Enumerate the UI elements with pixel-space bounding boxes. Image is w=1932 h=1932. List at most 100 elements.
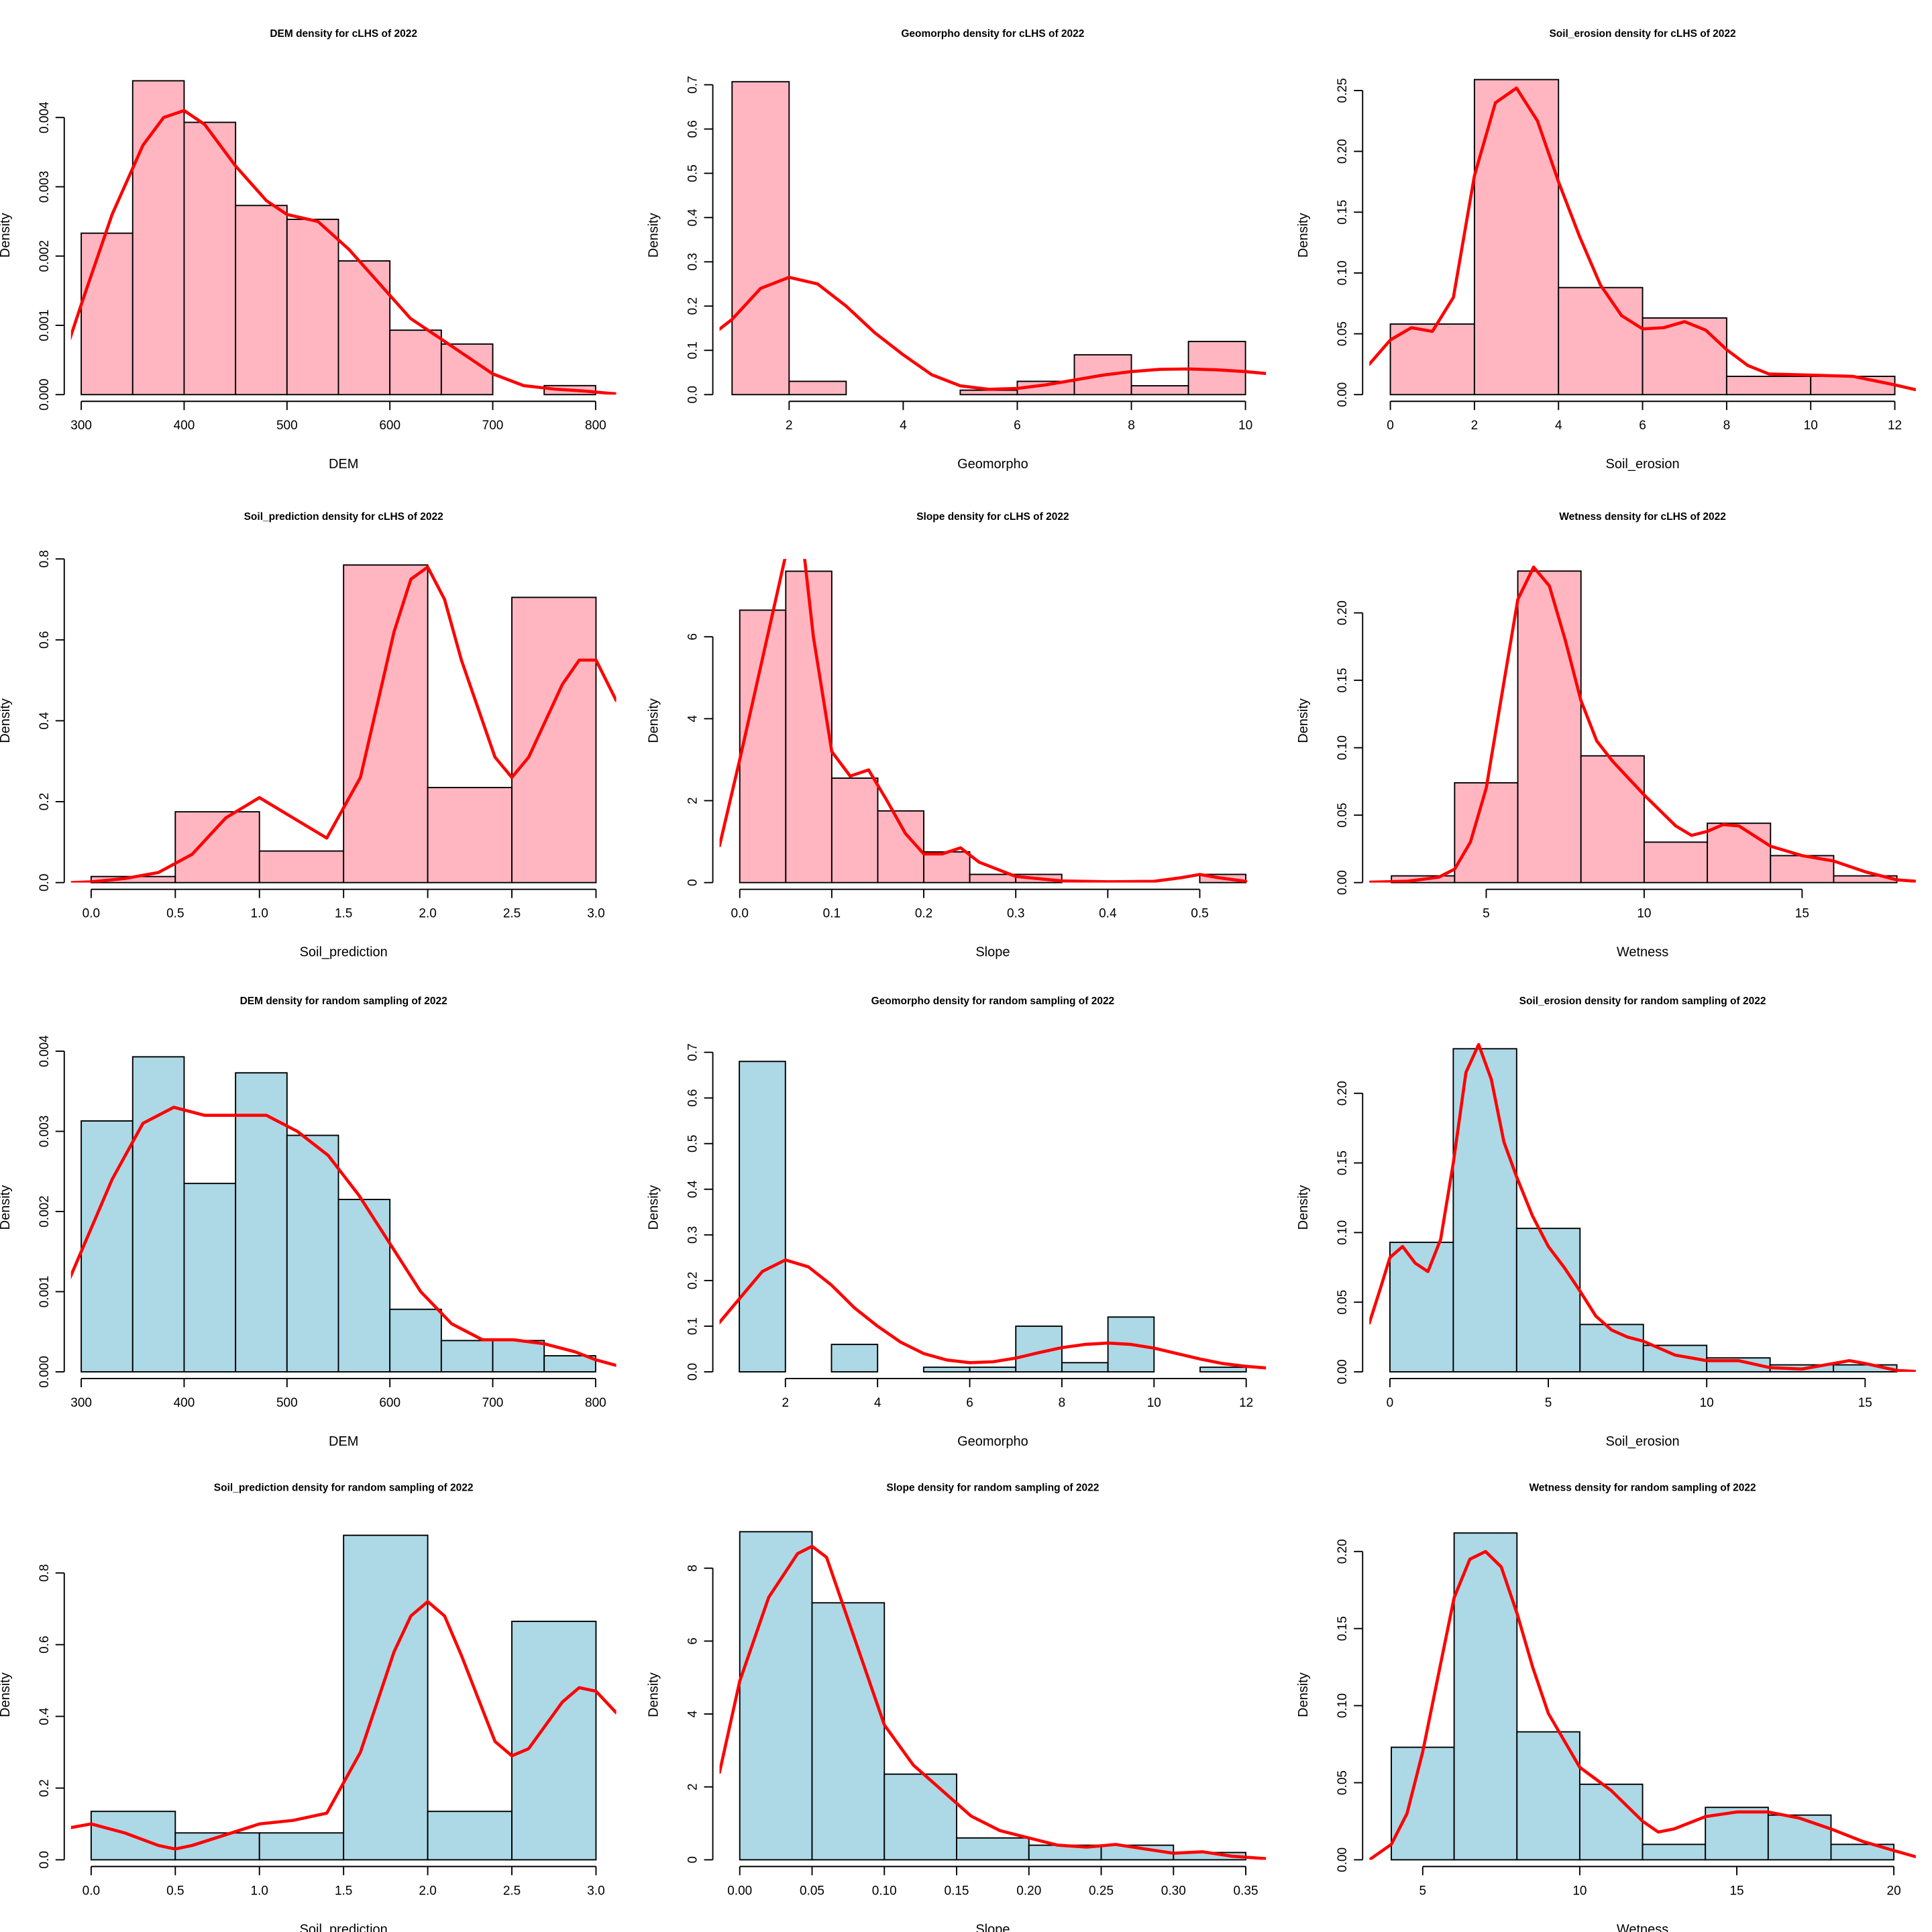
x-tick-label: 10 bbox=[1637, 907, 1651, 921]
x-tick-label: 500 bbox=[276, 419, 298, 433]
histogram-bar bbox=[1517, 570, 1582, 883]
x-tick-label: 2 bbox=[786, 419, 793, 433]
y-tick-label: 0.4 bbox=[686, 1180, 700, 1198]
y-tick-label: 0.6 bbox=[686, 120, 700, 138]
y-tick-label: 0.004 bbox=[38, 101, 52, 133]
x-tick-label: 10 bbox=[1238, 419, 1252, 433]
y-tick-label: 0.3 bbox=[686, 253, 700, 270]
x-tick-label: 0.15 bbox=[945, 1884, 969, 1898]
y-tick-label: 0.8 bbox=[38, 1564, 52, 1582]
y-tick-label: 0.0 bbox=[38, 1851, 52, 1868]
x-tick-label: 3.0 bbox=[587, 907, 604, 921]
x-tick-label: 0.2 bbox=[915, 907, 932, 921]
histogram-bar bbox=[235, 205, 288, 396]
x-tick-label: 0.10 bbox=[872, 1884, 897, 1898]
y-tick-label: 0.10 bbox=[1336, 735, 1350, 760]
y-tick-label: 0.15 bbox=[1336, 1150, 1350, 1175]
y-tick-label: 0.4 bbox=[38, 1707, 52, 1725]
histogram-bar bbox=[1642, 317, 1727, 396]
panel-title: Soil_erosion density for random sampling… bbox=[1519, 996, 1766, 1007]
x-tick-label: 0.3 bbox=[1007, 907, 1024, 921]
x-axis: 0.0 0.5 1.0 1.5 2.0 2.5 3.0 Soil_prediction bbox=[83, 1866, 605, 1932]
histogram-bar bbox=[337, 260, 391, 396]
y-tick-label: 0.1 bbox=[686, 341, 700, 359]
panel-title: Wetness density for cLHS of 2022 bbox=[1559, 511, 1726, 523]
x-axis: 2 4 6 8 10 12 Geomorpho bbox=[782, 1377, 1253, 1449]
y-tick-label: 0.10 bbox=[1336, 260, 1350, 285]
histogram-bar bbox=[1130, 385, 1189, 396]
x-axis-label: Soil_erosion bbox=[1606, 457, 1680, 472]
x-tick-label: 10 bbox=[1804, 419, 1818, 433]
histogram-bar bbox=[511, 1620, 597, 1861]
y-tick-label: 0.002 bbox=[38, 1195, 52, 1228]
y-tick-label: 0.004 bbox=[38, 1035, 52, 1067]
x-tick-label: 6 bbox=[1639, 419, 1646, 433]
y-axis: 0.00 0.05 0.10 0.15 0.20 0.25 Density bbox=[1296, 78, 1364, 407]
x-tick-label: 700 bbox=[482, 1396, 504, 1410]
panel-title: Slope density for cLHS of 2022 bbox=[916, 511, 1069, 523]
histogram-bar bbox=[389, 329, 442, 396]
histogram-bar bbox=[1642, 1843, 1707, 1861]
x-tick-label: 800 bbox=[585, 419, 606, 433]
y-tick-label: 0.7 bbox=[686, 1043, 700, 1061]
x-tick-label: 1.5 bbox=[335, 907, 352, 921]
y-tick-label: 0.20 bbox=[1336, 1539, 1350, 1564]
y-tick-label: 0.001 bbox=[38, 1276, 52, 1308]
panel-title: Geomorpho density for cLHS of 2022 bbox=[901, 28, 1084, 40]
histogram-bar bbox=[427, 1811, 513, 1861]
histogram-bar bbox=[922, 1366, 971, 1373]
x-tick-label: 400 bbox=[174, 419, 195, 433]
density-curve bbox=[70, 1106, 616, 1367]
x-tick-label: 0.1 bbox=[823, 907, 841, 921]
x-tick-label: 15 bbox=[1858, 1396, 1872, 1410]
histogram-panel: Soil_prediction density for cLHS of 2022… bbox=[0, 511, 616, 960]
y-tick-label: 0.05 bbox=[1336, 321, 1350, 346]
histogram-bar bbox=[785, 570, 833, 883]
histogram-panel: Geomorpho density for cLHS of 2022 2 4 6 8 10… bbox=[647, 28, 1267, 472]
y-tick-label: 2 bbox=[686, 1783, 700, 1790]
x-tick-label: 2.5 bbox=[503, 1884, 521, 1898]
y-axis-label: Density bbox=[0, 1185, 13, 1230]
x-tick-label: 1.0 bbox=[251, 907, 268, 921]
y-tick-label: 0.05 bbox=[1336, 1290, 1350, 1315]
y-tick-label: 0 bbox=[686, 1856, 700, 1864]
x-axis-label: DEM bbox=[329, 457, 358, 472]
x-tick-label: 8 bbox=[1128, 419, 1135, 433]
y-axis: 0.00 0.05 0.10 0.15 0.20 Density bbox=[1296, 1081, 1364, 1384]
histogram-bar bbox=[440, 1340, 494, 1373]
y-axis: 0.00 0.05 0.10 0.15 0.20 Density bbox=[1296, 600, 1364, 895]
histogram-bar bbox=[1810, 376, 1896, 396]
histogram-bar bbox=[731, 80, 790, 396]
y-tick-label: 0.10 bbox=[1336, 1693, 1350, 1718]
histogram-bar bbox=[1578, 1783, 1644, 1861]
y-axis: 0.000 0.001 0.002 0.003 0.004 Density bbox=[0, 1035, 65, 1388]
y-axis-label: Density bbox=[1296, 1185, 1311, 1230]
histogram-bar bbox=[1558, 286, 1644, 396]
x-axis-label: Slope bbox=[975, 1922, 1010, 1932]
x-tick-label: 0.25 bbox=[1089, 1884, 1114, 1898]
density-curve bbox=[70, 565, 616, 883]
density-curve bbox=[1369, 1043, 1916, 1372]
x-tick-label: 3.0 bbox=[587, 1884, 604, 1898]
x-tick-label: 400 bbox=[174, 1396, 195, 1410]
y-tick-label: 0.2 bbox=[686, 1272, 700, 1289]
y-axis-label: Density bbox=[647, 1672, 661, 1717]
histogram-bar bbox=[543, 1355, 596, 1373]
panel-title: DEM density for random sampling of 2022 bbox=[240, 996, 447, 1007]
histogram-bar bbox=[1452, 1048, 1517, 1373]
y-tick-label: 0.2 bbox=[38, 1779, 52, 1796]
y-tick-label: 4 bbox=[686, 715, 700, 722]
histogram-bar bbox=[80, 232, 133, 396]
y-tick-label: 0.4 bbox=[38, 712, 52, 730]
histogram-bar bbox=[235, 1072, 288, 1373]
x-tick-label: 800 bbox=[585, 1396, 606, 1410]
histogram-bar bbox=[969, 873, 1017, 883]
y-tick-label: 0.000 bbox=[38, 1356, 52, 1388]
histogram-bar bbox=[492, 1340, 545, 1373]
histogram-bar bbox=[258, 1832, 345, 1861]
x-tick-label: 2 bbox=[782, 1396, 790, 1410]
y-axis-label: Density bbox=[647, 213, 661, 258]
histogram-bar bbox=[286, 219, 339, 396]
x-tick-label: 300 bbox=[70, 419, 92, 433]
x-tick-label: 500 bbox=[276, 1396, 298, 1410]
